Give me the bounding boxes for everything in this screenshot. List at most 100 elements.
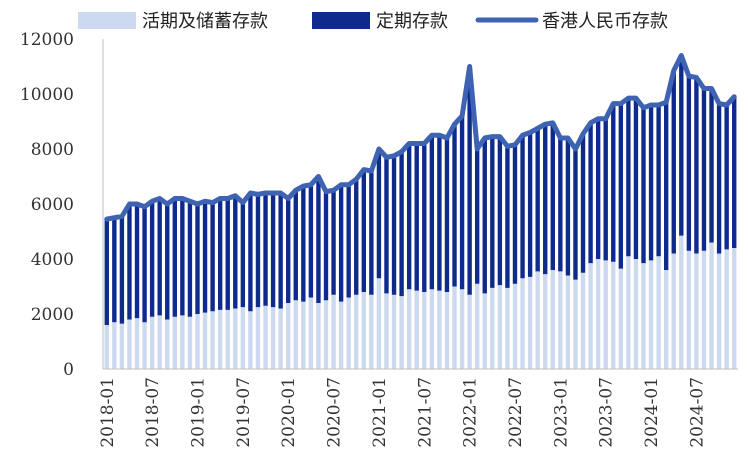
bars	[104, 55, 737, 370]
bar-demand-savings	[210, 311, 215, 369]
bar-time-deposits	[391, 155, 397, 295]
bar-time-deposits	[172, 198, 177, 317]
line-rmb-deposits	[104, 53, 737, 222]
bar-demand-savings	[308, 297, 314, 369]
bar-time-deposits	[112, 217, 117, 323]
bar-time-deposits	[384, 157, 389, 294]
bar-demand-savings	[278, 308, 283, 369]
bar-time-deposits	[278, 193, 283, 309]
bar-time-deposits	[686, 76, 692, 251]
bar-time-deposits	[663, 102, 669, 270]
legend-label: 活期及储蓄存款	[142, 11, 268, 32]
bar-demand-savings	[459, 289, 465, 369]
bar-demand-savings	[263, 305, 268, 369]
y-tick-label: 2000	[31, 305, 74, 325]
x-tick-label: 2020-07	[325, 377, 345, 448]
bar-time-deposits	[270, 193, 276, 308]
x-axis: 2018-01 2018-07 2019-01 2019-07 2020-01 2020-…	[98, 368, 738, 448]
bar-demand-savings	[648, 260, 654, 370]
bar-demand-savings	[270, 307, 276, 370]
bar-time-deposits	[724, 105, 729, 250]
y-tick-label: 10000	[20, 85, 74, 105]
bar-time-deposits	[104, 219, 109, 326]
bar-time-deposits	[369, 171, 374, 295]
bar-demand-savings	[512, 283, 518, 369]
legend: 活期及储蓄存款 定期存款 香港人民币存款	[78, 11, 668, 32]
bar-demand-savings	[656, 256, 661, 369]
bar-time-deposits	[543, 124, 548, 275]
x-tick-label: 2018-07	[143, 377, 163, 448]
x-tick-label: 2020-01	[279, 377, 299, 448]
y-tick-label: 12000	[20, 30, 74, 50]
y-tick-label: 4000	[31, 250, 74, 270]
bar-time-deposits	[565, 138, 571, 276]
bar-demand-savings	[157, 315, 162, 370]
y-tick-label: 0	[63, 360, 74, 380]
bar-demand-savings	[543, 274, 548, 370]
bar-demand-savings	[134, 318, 140, 370]
bar-demand-savings	[399, 296, 404, 370]
bar-time-deposits	[588, 122, 593, 264]
bar-demand-savings	[165, 319, 170, 369]
bar-time-deposits	[444, 138, 450, 292]
bar-demand-savings	[611, 261, 616, 369]
bar-demand-savings	[641, 263, 646, 370]
y-tick-label: 8000	[31, 140, 74, 160]
bar-time-deposits	[656, 105, 661, 257]
bar-demand-savings	[286, 303, 291, 369]
bar-time-deposits	[527, 132, 533, 277]
bar-demand-savings	[444, 292, 450, 369]
bar-demand-savings	[527, 276, 533, 370]
bar-time-deposits	[482, 138, 487, 294]
bar-time-deposits	[490, 136, 495, 288]
x-tick-label: 2024-07	[687, 377, 707, 448]
bar-demand-savings	[701, 250, 707, 369]
bar-demand-savings	[149, 316, 155, 369]
bar-time-deposits	[301, 186, 306, 302]
bar-demand-savings	[573, 279, 578, 370]
bar-time-deposits	[406, 143, 412, 290]
bar-demand-savings	[354, 294, 359, 369]
legend-swatch	[312, 12, 370, 29]
bar-time-deposits	[180, 198, 185, 316]
bar-demand-savings	[376, 278, 382, 369]
bar-demand-savings	[346, 297, 351, 369]
bar-time-deposits	[142, 206, 147, 323]
bar-demand-savings	[535, 271, 540, 370]
x-tick-label: 2021-07	[415, 377, 435, 448]
bar-time-deposits	[709, 88, 714, 243]
bar-demand-savings	[663, 270, 669, 369]
bar-time-deposits	[550, 122, 555, 271]
bar-time-deposits	[134, 204, 140, 319]
bar-time-deposits	[475, 149, 480, 284]
bar-demand-savings	[142, 322, 147, 369]
bar-demand-savings	[716, 253, 722, 369]
bar-time-deposits	[210, 202, 215, 312]
bar-demand-savings	[467, 294, 472, 369]
bar-time-deposits	[195, 204, 200, 314]
bar-time-deposits	[331, 190, 336, 295]
bar-demand-savings	[391, 294, 397, 369]
bar-demand-savings	[202, 312, 208, 370]
bar-demand-savings	[233, 308, 238, 369]
x-tick-label: 2024-01	[642, 377, 662, 448]
bar-time-deposits	[716, 103, 722, 254]
bar-time-deposits	[701, 88, 707, 251]
bar-demand-savings	[225, 309, 230, 370]
bar-time-deposits	[633, 98, 639, 260]
bar-time-deposits	[346, 184, 351, 298]
bar-demand-savings	[482, 293, 487, 370]
bar-demand-savings	[437, 290, 442, 370]
legend-item-time-deposits: 定期存款	[312, 11, 448, 32]
x-tick-label: 2022-07	[506, 377, 526, 448]
bar-time-deposits	[414, 143, 419, 291]
bar-time-deposits	[187, 201, 193, 317]
bar-demand-savings	[255, 307, 261, 370]
bar-demand-savings	[709, 242, 714, 369]
line-layer	[104, 53, 737, 222]
legend-item-demand-savings: 活期及储蓄存款	[78, 11, 268, 32]
bar-time-deposits	[595, 118, 601, 259]
bar-time-deposits	[323, 191, 329, 301]
bar-time-deposits	[535, 128, 540, 272]
